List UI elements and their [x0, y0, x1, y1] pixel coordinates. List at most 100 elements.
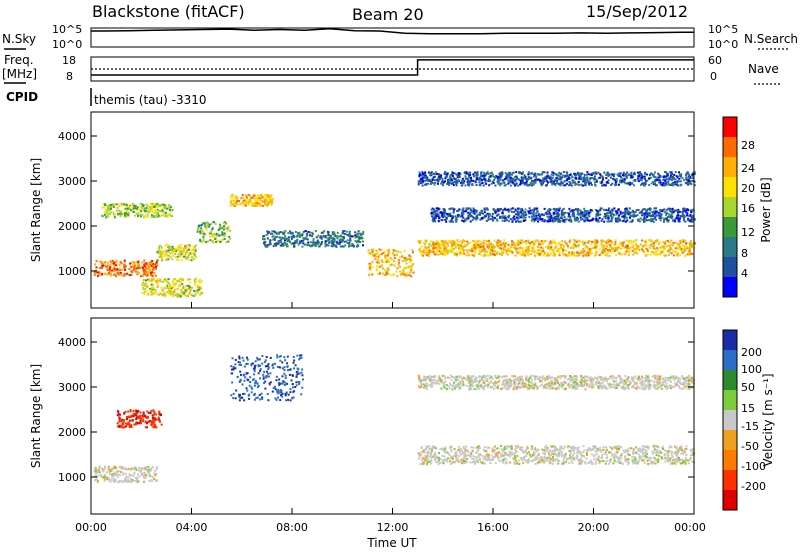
heatmap-cell	[111, 261, 114, 264]
heatmap-cell	[298, 231, 301, 234]
heatmap-cell	[220, 233, 223, 236]
heatmap-cell	[669, 207, 671, 210]
heatmap-cell	[392, 249, 395, 252]
heatmap-cell	[681, 240, 684, 242]
heatmap-cell	[580, 250, 583, 253]
heatmap-cell	[381, 272, 384, 275]
heatmap-cell	[576, 183, 579, 186]
heatmap-cell	[685, 174, 687, 176]
heatmap-cell	[425, 254, 428, 257]
heatmap-cell	[250, 196, 253, 199]
heatmap-cell	[539, 243, 542, 246]
heatmap-cell	[103, 206, 106, 209]
heatmap-cell	[515, 183, 518, 186]
heatmap-cell	[502, 251, 505, 254]
heatmap-cell	[436, 209, 439, 212]
heatmap-cell	[194, 249, 197, 252]
heatmap-cell	[554, 242, 557, 245]
heatmap-cell	[519, 220, 522, 223]
heatmap-cell	[452, 220, 455, 223]
heatmap-cell	[432, 244, 435, 247]
heatmap-cell	[299, 240, 301, 243]
heatmap-cell	[142, 411, 145, 414]
heatmap-cell	[395, 253, 398, 256]
heatmap-cell	[482, 246, 485, 249]
heatmap-cell	[535, 175, 538, 178]
heatmap-cell	[425, 179, 428, 182]
heatmap-cell	[219, 223, 222, 226]
heatmap-cell	[680, 247, 683, 250]
heatmap-cell	[444, 212, 447, 215]
heatmap-cell	[151, 288, 154, 291]
heatmap-cell	[606, 245, 609, 248]
heatmap-cell	[609, 245, 612, 248]
heatmap-cell	[563, 216, 566, 219]
heatmap-cell	[678, 171, 680, 174]
heatmap-cell	[481, 217, 484, 219]
heatmap-cell	[439, 244, 442, 247]
heatmap-cell	[437, 253, 440, 256]
heatmap-cell	[639, 171, 641, 174]
heatmap-cell	[488, 254, 490, 257]
heatmap-cell	[165, 259, 168, 261]
heatmap-cell	[94, 467, 97, 469]
heatmap-cell	[443, 247, 446, 250]
heatmap-cell	[156, 279, 159, 282]
heatmap-cell	[164, 280, 167, 282]
heatmap-cell	[507, 181, 510, 184]
heatmap-cell	[109, 266, 112, 269]
heatmap-cell	[500, 172, 503, 175]
heatmap-cell	[473, 244, 476, 247]
heatmap-cell	[565, 171, 568, 174]
heatmap-cell	[107, 468, 110, 471]
heatmap-cell	[657, 242, 660, 245]
heatmap-cell	[494, 210, 497, 213]
heatmap-cell	[579, 216, 582, 219]
heatmap-cell	[130, 467, 133, 470]
heatmap-cell	[102, 203, 105, 206]
heatmap-cell	[609, 176, 612, 179]
heatmap-cell	[586, 246, 589, 249]
heatmap-cell	[135, 270, 138, 273]
heatmap-cell	[462, 212, 465, 215]
heatmap-cell	[146, 469, 149, 472]
heatmap-cell	[450, 177, 453, 180]
heatmap-cell	[242, 196, 245, 199]
heatmap-cell	[529, 244, 532, 247]
heatmap-cell	[378, 254, 381, 256]
nsky-label: N.Sky	[2, 32, 36, 46]
heatmap-cell	[436, 173, 439, 175]
heatmap-cell	[157, 416, 160, 419]
heatmap-cell	[106, 205, 109, 208]
heatmap-cell	[678, 210, 681, 213]
heatmap-cell	[189, 252, 192, 254]
heatmap-cell	[516, 251, 519, 254]
heatmap-cell	[121, 423, 124, 426]
heatmap-cell	[348, 244, 351, 247]
heatmap-cell	[286, 237, 289, 240]
heatmap-cell	[136, 410, 139, 413]
heatmap-cell	[124, 274, 127, 277]
heatmap-cell	[131, 203, 134, 206]
heatmap-cell	[488, 213, 490, 216]
heatmap-cell	[150, 214, 153, 217]
heatmap-cell	[287, 232, 290, 234]
heatmap-cell	[98, 471, 101, 474]
heatmap-cell	[515, 209, 518, 212]
heatmap-cell	[223, 235, 226, 238]
heatmap-cell	[111, 476, 114, 479]
heatmap-cell	[626, 212, 629, 214]
heatmap-cell	[554, 216, 556, 219]
heatmap-cell	[608, 207, 610, 210]
heatmap-cell	[434, 212, 437, 215]
heatmap-cell	[454, 253, 456, 256]
heatmap-cell	[115, 474, 118, 476]
heatmap-cell	[474, 181, 477, 184]
heatmap-cell	[136, 271, 139, 273]
heatmap-cell	[607, 212, 610, 215]
heatmap-cell	[321, 241, 323, 243]
heatmap-cell	[499, 243, 502, 246]
heatmap-cell	[260, 392, 263, 395]
heatmap-cell	[174, 282, 177, 285]
heatmap-cell	[557, 241, 560, 244]
